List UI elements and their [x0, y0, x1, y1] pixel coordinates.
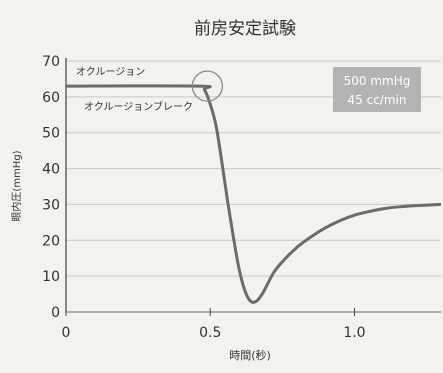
y-tick-label: 70 — [42, 54, 60, 70]
x-tick-label: 0.5 — [199, 325, 221, 341]
condition-box — [333, 67, 421, 112]
series-line — [65, 84, 442, 304]
x-tick-labels: 0 0.5 1.0 — [62, 325, 366, 341]
y-tick-label: 60 — [42, 90, 60, 106]
y-tick-label: 50 — [42, 126, 60, 142]
x-tick-label: 1.0 — [343, 325, 365, 341]
y-tick-label: 10 — [42, 269, 60, 285]
annotation-occlusion-break: オクルージョンブレーク — [84, 100, 193, 113]
y-axis-label: 眼内圧(mmHg) — [10, 150, 23, 221]
grid-lines — [65, 60, 441, 316]
y-tick-label: 20 — [42, 233, 60, 249]
y-tick-label: 30 — [42, 197, 60, 213]
occlusion-break-marker — [191, 70, 223, 102]
x-tick-label: 0 — [62, 325, 71, 341]
condition-pressure: 500 mmHg — [344, 74, 411, 88]
condition-flow: 45 cc/min — [348, 93, 407, 107]
x-axis-label: 時間(秒) — [229, 348, 271, 362]
y-tick-labels: 0 10 20 30 40 50 60 70 — [42, 54, 60, 321]
annotation-occlusion: オクルージョン — [76, 66, 145, 78]
chart-title: 前房安定試験 — [194, 19, 296, 39]
y-tick-label: 0 — [51, 305, 60, 321]
y-tick-label: 40 — [42, 162, 60, 178]
